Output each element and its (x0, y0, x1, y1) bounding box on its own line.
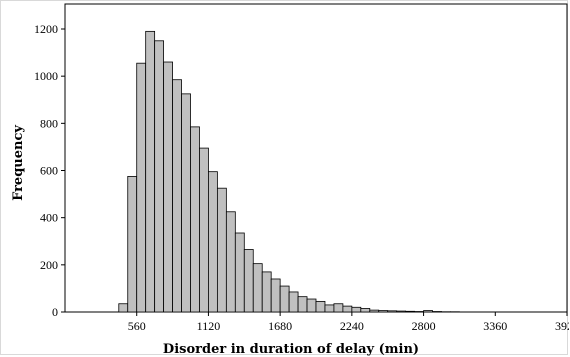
y-tick-label: 0 (52, 305, 58, 319)
y-tick-label: 1200 (34, 22, 58, 36)
histogram-bar (163, 61, 173, 313)
histogram-bar (423, 310, 433, 313)
histogram-bar (306, 298, 317, 313)
histogram-bar (405, 310, 416, 313)
histogram-bar (172, 79, 182, 313)
histogram-bar (315, 300, 326, 313)
histogram-bar (127, 175, 138, 313)
x-tick-label: 3920 (555, 319, 569, 333)
histogram-bar (234, 232, 245, 313)
histogram-bar (118, 303, 129, 313)
histogram-bar (279, 285, 290, 313)
histogram-bar (270, 278, 281, 313)
y-tick-label: 600 (40, 164, 58, 178)
histogram-bar (378, 310, 389, 313)
histogram-bar (351, 306, 362, 313)
histogram-bar (342, 305, 353, 313)
y-tick-label: 200 (40, 258, 58, 272)
histogram-bar (136, 62, 147, 313)
histogram-bar (261, 271, 272, 313)
x-tick-label: 3360 (483, 319, 507, 333)
histogram-bar (333, 303, 344, 313)
histogram-bar (387, 310, 398, 313)
x-axis: 560 1120 1680 2240 2800 3360 3920 (128, 312, 569, 333)
x-tick-label: 1120 (197, 319, 221, 333)
y-axis: 0 200 400 600 800 1000 1200 (34, 22, 65, 319)
histogram-bar (208, 171, 218, 313)
histogram-bar (369, 309, 380, 313)
histogram-bar (190, 126, 200, 313)
histogram-bar (324, 304, 335, 313)
histogram-bar (243, 249, 254, 313)
histogram-bar (252, 263, 263, 313)
histogram-bar (288, 291, 299, 313)
histogram-bar (396, 310, 407, 313)
histogram-bar (181, 93, 191, 313)
x-axis-title: Disorder in duration of delay (min) (163, 342, 419, 356)
y-tick-label: 1000 (34, 69, 58, 83)
x-tick-label: 2240 (340, 319, 364, 333)
histogram-bar (216, 187, 227, 313)
histogram-bar (225, 211, 236, 313)
histogram-bar (360, 308, 371, 313)
y-tick-label: 800 (40, 116, 58, 130)
y-axis-title: Frequency (11, 125, 26, 201)
histogram-bar (199, 147, 209, 313)
x-tick-label: 560 (128, 319, 146, 333)
histogram-bar (154, 40, 165, 313)
histogram-bar (145, 30, 156, 313)
x-tick-label: 2800 (412, 319, 436, 333)
histogram-bar (297, 296, 308, 313)
bars (118, 30, 460, 313)
x-tick-label: 1680 (268, 319, 292, 333)
y-tick-label: 400 (40, 211, 58, 225)
